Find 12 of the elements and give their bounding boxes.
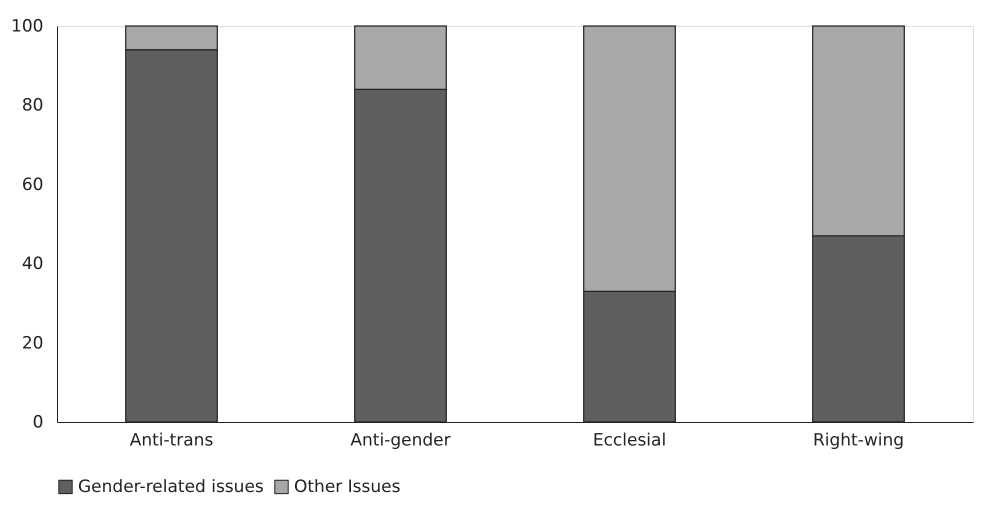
- y-tick-label: 0: [32, 412, 44, 432]
- legend-label: Other Issues: [294, 476, 401, 497]
- y-tick-label: 80: [22, 96, 44, 116]
- x-tick-label: Ecclesial: [592, 430, 666, 450]
- x-tick-label: Right-wing: [812, 430, 904, 450]
- x-tick-label: Anti-gender: [350, 430, 451, 450]
- x-tick-label: Anti-trans: [130, 430, 214, 450]
- y-tick-label: 60: [22, 174, 44, 195]
- y-tick-label: 40: [22, 254, 44, 274]
- legend-label: Gender-related issues: [78, 476, 264, 497]
- y-tick-label: 100: [11, 16, 44, 36]
- y-tick-label: 20: [22, 333, 44, 354]
